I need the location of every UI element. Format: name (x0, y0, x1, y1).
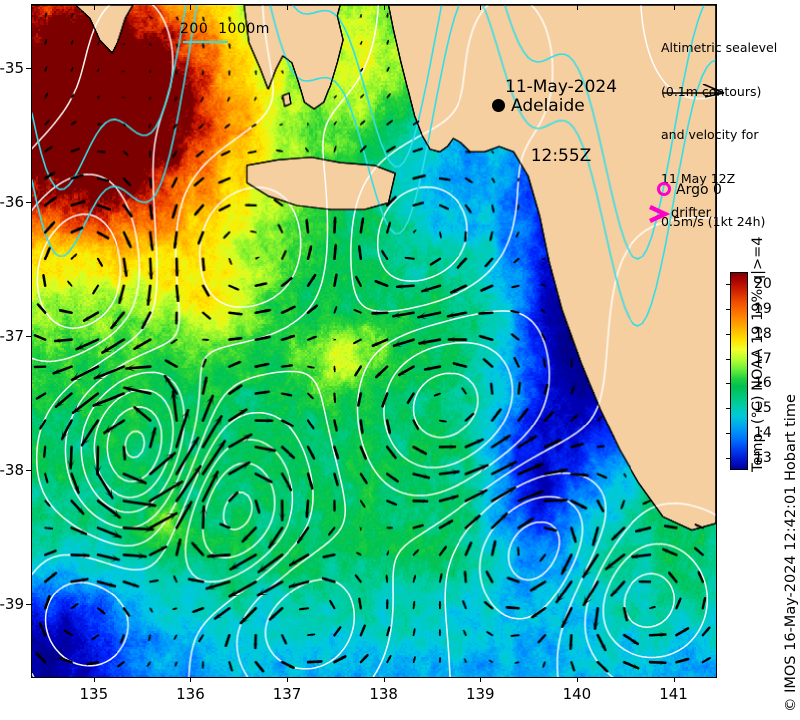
legend-line-3: and velocity for (661, 127, 759, 142)
adelaide-city-marker-icon (492, 99, 505, 112)
y-axis-tick-label: -39 (0, 595, 24, 614)
bathymetry-200m-swatch (183, 41, 228, 43)
x-axis-tick-top (673, 5, 675, 10)
y-axis-tick-label: -35 (0, 59, 24, 78)
argo-legend-label: Argo 0 (676, 182, 722, 198)
x-axis-tick-label: 141 (659, 685, 688, 703)
colorbar-tick (726, 408, 731, 410)
x-axis-tick-top (190, 5, 192, 10)
x-axis-tick (480, 677, 482, 682)
colorbar-tick (726, 333, 731, 335)
y-axis-tick-label: -36 (0, 193, 24, 212)
colorbar-tick-label: 17 (754, 350, 772, 367)
drifter-chevron-icon (649, 204, 670, 224)
y-axis-tick (26, 202, 31, 204)
x-axis-tick-top (93, 5, 95, 10)
map-plot-area[interactable] (31, 4, 717, 678)
x-axis-tick-top (576, 5, 578, 10)
x-axis-tick-label: 136 (176, 685, 205, 703)
argo-float-marker-icon (657, 182, 671, 196)
x-axis-tick-label: 135 (79, 685, 109, 703)
y-axis-tick (26, 470, 31, 472)
velocity-scale-arrow-icon (663, 84, 725, 98)
colorbar-tick-label: 20 (754, 276, 772, 293)
altimetry-legend-text: Altimetric sealevel (0.1m contours) and … (661, 12, 777, 259)
datestamp-date: 11-May-2024 (505, 77, 618, 97)
colorbar-tick-label: 18 (754, 325, 772, 342)
x-axis-tick (383, 677, 385, 682)
credit-text: © IMOS 16-May-2024 12:42:01 Hobart time (783, 394, 799, 712)
colorbar-gradient (730, 272, 748, 470)
vector-and-contour-overlay-layer (32, 5, 716, 677)
colorbar-tick (726, 309, 731, 311)
map-datestamp: 11-May-2024 12:55Z (505, 30, 617, 214)
colorbar-tick (726, 284, 731, 286)
x-axis-tick-top (287, 5, 289, 10)
x-axis-tick-label: 139 (465, 685, 495, 703)
x-axis-tick-top (480, 5, 482, 10)
x-axis-tick (576, 677, 578, 682)
colorbar-tick (726, 383, 731, 385)
x-axis-tick (190, 677, 192, 682)
x-axis-tick (93, 677, 95, 682)
colorbar-tick-label: 19 (754, 301, 772, 318)
x-axis-tick-label: 138 (369, 685, 398, 703)
y-axis-tick (26, 604, 31, 606)
legend-line-5: 0.5m/s (1kt 24h) (661, 214, 766, 229)
y-axis-tick-label: -37 (0, 327, 24, 346)
temperature-colorbar[interactable]: 20 19 18 17 16 15 14 13 (726, 272, 772, 470)
y-axis-tick (26, 68, 31, 70)
colorbar-tick-label: 14 (754, 424, 772, 441)
x-axis-tick-label: 140 (562, 685, 592, 703)
legend-line-1: Altimetric sealevel (661, 40, 778, 55)
colorbar-tick-label: 13 (754, 449, 772, 466)
datestamp-time: 12:55Z (530, 146, 592, 166)
colorbar-tick (726, 457, 731, 459)
drifter-legend-label: drifter (671, 206, 711, 221)
legend-line-4: 11 May 12Z (661, 170, 736, 186)
x-axis-tick (673, 677, 675, 682)
y-axis-tick (26, 336, 31, 338)
colorbar-tick (726, 432, 731, 434)
bathymetry-scale-label: 200 1000m (180, 21, 270, 37)
colorbar-tick-label: 16 (754, 375, 772, 392)
y-axis-tick-label: -38 (0, 461, 24, 480)
adelaide-city-label: Adelaide (511, 96, 585, 116)
colorbar-tick (726, 358, 731, 360)
x-axis-tick-top (383, 5, 385, 10)
x-axis-tick-label: 137 (272, 685, 302, 703)
colorbar-tick-label: 15 (754, 400, 772, 417)
x-axis-tick (287, 677, 289, 682)
